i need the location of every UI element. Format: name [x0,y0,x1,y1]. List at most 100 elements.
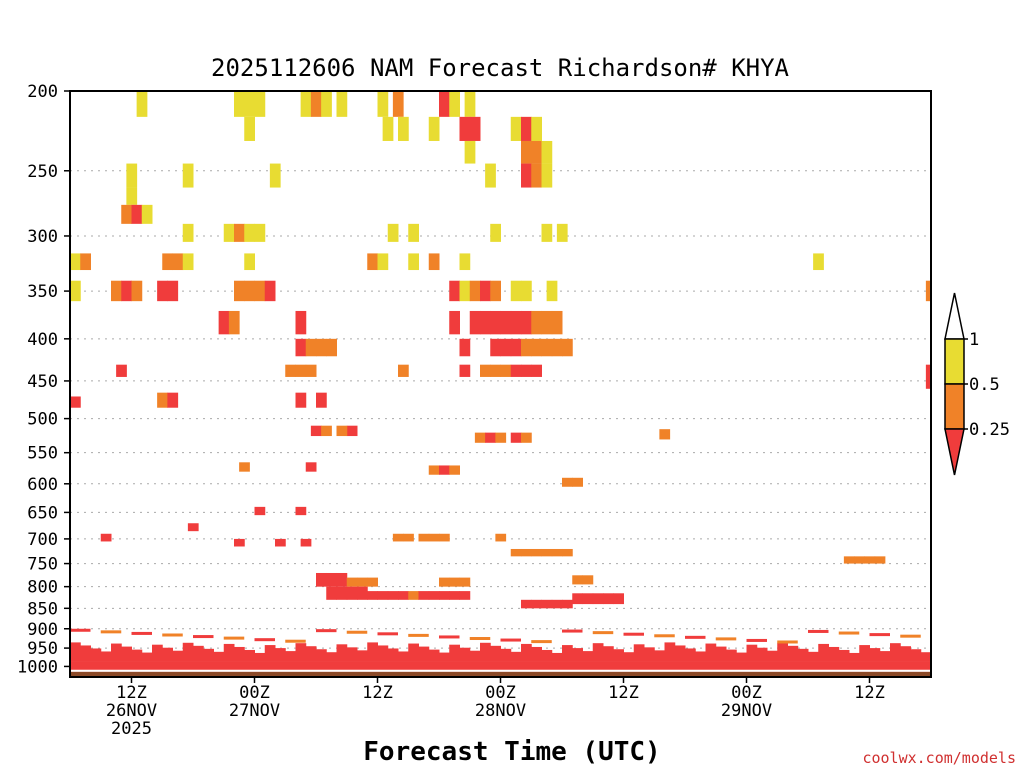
ri-cell-102 [551,338,563,357]
ri-cell-92 [305,338,317,357]
ri-cell-134 [449,465,460,475]
ri-cell-14 [382,116,394,141]
ri-cell-122 [346,425,358,437]
boundary-ri-cell-26 [336,644,348,662]
ri-cell-97 [500,338,512,357]
ri-cell-98 [510,338,522,357]
y-tick-label-350: 350 [27,282,58,302]
streak-ri-cell-15 [223,636,245,640]
y-tick-label-600: 600 [27,475,58,495]
legend-bottom-arrow [944,428,965,476]
ri-cell-112 [500,364,512,377]
ri-cell-51 [182,253,194,271]
ri-cell-124 [310,425,322,437]
ri-cell-96 [490,338,501,357]
y-tick-label-450: 450 [27,372,58,392]
boundary-ri-cell-33 [408,643,419,662]
ri-cell-86 [510,310,522,335]
x-tick-label-66-1: 29NOV [721,701,772,721]
ri-cell-12 [464,91,476,117]
ri-cell-44 [490,223,501,242]
ri-cell-141 [100,533,112,542]
ri-cell-181 [408,591,419,600]
boundary-ri-cell-10 [172,650,184,662]
ri-cell-28 [269,163,281,188]
ri-cell-83 [480,310,491,335]
ri-cell-182 [418,591,430,600]
boundary-ri-cell-29 [367,642,378,662]
x-tick-label-42-0: 00Z [485,683,516,703]
boundary-ri-cell-51 [592,643,604,662]
ri-cell-186 [459,591,471,600]
legend-top-arrow [944,292,965,340]
streak-ri-cell-39 [469,637,491,641]
ri-cell-66 [244,280,255,302]
ri-cell-40 [254,223,266,242]
ri-cell-22 [464,140,476,164]
y-tick-label-500: 500 [27,410,58,430]
ri-cell-6 [321,91,332,117]
ri-cell-107 [305,364,317,377]
ri-cell-175 [346,586,358,600]
ri-cell-71 [469,280,481,302]
boundary-ri-cell-22 [295,643,307,662]
boundary-ri-cell-77 [859,645,870,662]
ri-cell-43 [408,223,419,242]
boundary-ri-cell-59 [674,645,686,662]
ri-cell-189 [592,593,604,605]
ri-cell-93 [316,338,327,357]
ri-cell-172 [582,575,594,585]
ri-cell-90 [551,310,563,335]
ri-cell-117 [167,392,179,408]
ri-cell-25 [541,140,553,164]
ri-cell-167 [367,577,378,587]
x-axis-label: Forecast Time (UTC) [363,737,660,767]
credit-text[interactable]: coolwx.com/models [862,749,1016,767]
ri-cell-144 [234,538,245,547]
boundary-ri-cell-43 [510,651,522,662]
boundary-ri-cell-56 [644,647,655,662]
ri-cell-67 [254,280,266,302]
ri-cell-118 [295,392,307,408]
ri-cell-3 [254,91,266,117]
boundary-ri-cell-38 [459,647,471,662]
ri-cell-54 [377,253,389,271]
boundary-ri-cell-15 [223,643,235,662]
boundary-ri-cell-55 [633,644,645,662]
streak-ri-cell-9 [162,633,183,637]
y-tick-label-650: 650 [27,503,58,523]
ri-cell-81 [449,310,460,335]
ri-cell-85 [500,310,512,335]
ri-cell-109 [459,364,471,377]
ri-cell-77 [925,280,931,302]
boundary-ri-cell-65 [736,652,747,662]
streak-ri-cell-27 [346,630,368,634]
boundary-ri-cell-4 [111,643,122,662]
ri-cell-137 [562,477,573,487]
boundary-ri-cell-49 [572,648,583,662]
ri-cell-62 [131,280,143,302]
ri-cell-7 [336,91,348,117]
boundary-ri-cell-80 [890,643,901,662]
ri-cell-178 [377,591,389,600]
boundary-ri-cell-74 [828,646,840,662]
ground-fill [70,671,931,677]
ri-cell-31 [531,163,542,188]
streak-ri-cell-3 [100,630,122,634]
ri-cell-37 [223,223,235,242]
boundary-ri-cell-2 [90,648,102,662]
boundary-ri-cell-14 [213,651,225,662]
ri-cell-177 [367,591,378,600]
boundary-ri-cell-69 [777,642,788,662]
boundary-ri-cell-67 [756,647,768,662]
streak-ri-cell-48 [562,629,583,633]
ri-cell-132 [428,465,440,475]
ri-cell-129 [510,432,522,443]
boundary-ri-cell-7 [141,652,153,662]
y-tick-label-1000: 1000 [17,657,58,677]
streak-ri-cell-6 [131,631,152,635]
ri-cell-91 [295,338,307,357]
ri-cell-149 [428,533,440,542]
boundary-ri-cell-46 [541,649,553,662]
